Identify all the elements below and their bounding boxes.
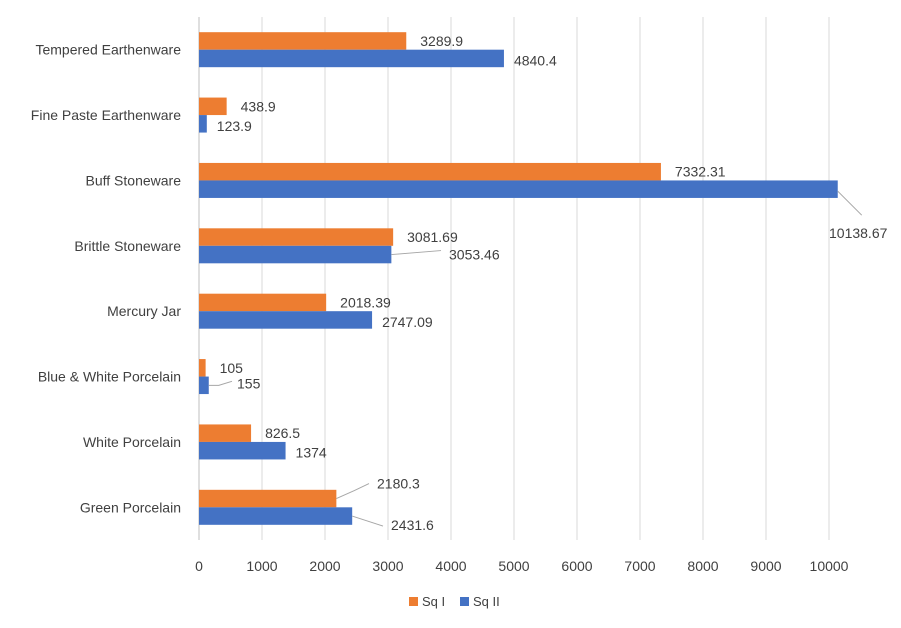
bar-sq-i <box>199 228 394 246</box>
category-axis: Tempered Earthenware Fine Paste Earthenwa… <box>31 42 182 516</box>
x-tick-label: 4000 <box>435 558 466 574</box>
x-tick-label: 10000 <box>810 558 849 574</box>
data-label-sq-i: 2018.39 <box>340 294 391 310</box>
data-label-sq-ii: 2747.09 <box>382 314 433 330</box>
legend: Sq I Sq II <box>409 594 500 609</box>
data-label-sq-ii: 155 <box>237 375 261 391</box>
bar-sq-ii <box>199 376 209 395</box>
bar-sq-ii <box>199 311 373 329</box>
data-label-sq-ii: 10138.67 <box>829 225 888 241</box>
category-label: Fine Paste Earthenware <box>31 107 181 123</box>
bar-sq-i <box>199 489 337 508</box>
bar-sq-i <box>199 359 206 377</box>
legend-label: Sq I <box>422 594 445 609</box>
bar-sq-ii <box>199 49 504 68</box>
x-tick-label: 0 <box>195 558 203 574</box>
data-label-sq-i: 3289.9 <box>420 33 463 49</box>
data-labels: 3289.9 4840.4 438.9 123.9 7332.31 10138.67 308… <box>217 33 888 533</box>
x-tick-label: 7000 <box>624 558 655 574</box>
legend-label: Sq II <box>473 594 500 609</box>
x-tick-label: 9000 <box>750 558 781 574</box>
data-label-sq-i: 105 <box>220 360 244 376</box>
leader-line <box>352 515 384 527</box>
category-label: Green Porcelain <box>80 499 181 515</box>
x-tick-label: 8000 <box>687 558 718 574</box>
category-label: Brittle Stoneware <box>74 238 181 254</box>
data-label-sq-ii: 4840.4 <box>514 52 557 68</box>
bars <box>199 32 838 525</box>
bar-sq-i <box>199 162 661 181</box>
gridlines <box>198 17 830 540</box>
x-tick-label: 3000 <box>372 558 403 574</box>
data-label-sq-i: 3081.69 <box>407 229 458 245</box>
category-label: White Porcelain <box>83 434 181 450</box>
value-axis: 0 1000 2000 3000 4000 5000 6000 7000 8000 9000 100… <box>195 558 849 574</box>
data-label-sq-ii: 2431.6 <box>391 517 434 533</box>
x-tick-label: 1000 <box>246 558 277 574</box>
bar-sq-ii <box>199 180 838 198</box>
bar-sq-i <box>199 424 252 442</box>
data-label-sq-i: 438.9 <box>241 98 276 114</box>
leader-line <box>391 250 442 256</box>
bar-sq-ii <box>199 441 286 460</box>
x-tick-label: 5000 <box>498 558 529 574</box>
data-label-sq-i: 7332.31 <box>675 164 726 180</box>
leader-line <box>837 190 863 216</box>
category-label: Buff Stoneware <box>86 172 182 188</box>
x-tick-label: 2000 <box>309 558 340 574</box>
data-label-sq-i: 826.5 <box>265 425 300 441</box>
legend-swatch <box>460 597 469 606</box>
data-label-sq-ii: 1374 <box>296 445 327 461</box>
data-label-sq-i: 2180.3 <box>377 476 420 492</box>
leader-line <box>336 483 370 500</box>
bar-sq-i <box>199 293 327 312</box>
bar-sq-ii <box>199 245 392 264</box>
leader-line <box>208 380 233 386</box>
x-tick-label: 6000 <box>561 558 592 574</box>
category-label: Tempered Earthenware <box>35 42 181 58</box>
bar-sq-ii <box>199 507 353 525</box>
bar-sq-i <box>199 97 227 116</box>
category-label: Blue & White Porcelain <box>38 369 181 385</box>
leader-lines <box>208 190 863 527</box>
legend-swatch <box>409 597 418 606</box>
bar-sq-ii <box>199 115 207 133</box>
data-label-sq-ii: 3053.46 <box>449 247 500 263</box>
category-label: Mercury Jar <box>107 303 181 319</box>
data-label-sq-ii: 123.9 <box>217 118 252 134</box>
bar-sq-i <box>199 32 407 50</box>
